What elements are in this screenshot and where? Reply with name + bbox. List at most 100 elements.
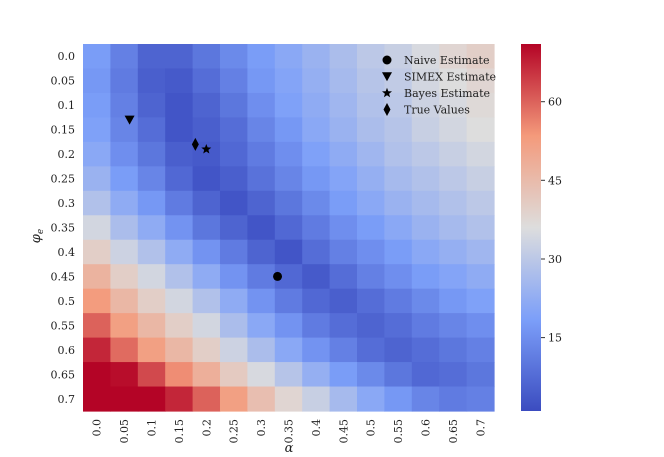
heatmap-cell bbox=[384, 166, 413, 192]
marker-circle bbox=[273, 271, 283, 281]
heatmap-cell bbox=[357, 190, 385, 216]
heatmap-cell bbox=[274, 239, 303, 265]
heatmap-cell bbox=[357, 386, 385, 412]
y-tick-label: 0.7 bbox=[58, 393, 76, 406]
heatmap-cell bbox=[83, 215, 111, 241]
heatmap-cell bbox=[329, 117, 358, 143]
heatmap-cell bbox=[137, 44, 166, 70]
heatmap-cell bbox=[220, 386, 248, 412]
heatmap-cell bbox=[357, 313, 385, 339]
legend: Naive Estimate SIMEX Estimate Bayes Estima… bbox=[382, 54, 496, 117]
heatmap-cell bbox=[466, 337, 495, 363]
heatmap-cell bbox=[329, 337, 358, 363]
heatmap-cell bbox=[439, 337, 468, 363]
heatmap-cell bbox=[329, 141, 358, 167]
heatmap-cell bbox=[110, 117, 139, 143]
heatmap-cell bbox=[466, 68, 495, 94]
heatmap-cell bbox=[110, 190, 139, 216]
heatmap-cell bbox=[165, 68, 194, 94]
heatmap-cell bbox=[137, 92, 166, 118]
heatmap-cell bbox=[137, 68, 166, 94]
heatmap-cell bbox=[274, 68, 303, 94]
x-tick-label: 0.7 bbox=[474, 419, 487, 437]
legend-marker-diamond bbox=[383, 103, 391, 116]
heatmap-cell bbox=[192, 92, 221, 118]
heatmap-cell bbox=[220, 68, 248, 94]
heatmap-cell bbox=[220, 190, 248, 216]
heatmap-cell bbox=[220, 117, 248, 143]
heatmap-cell bbox=[247, 92, 276, 118]
heatmap-cell bbox=[274, 92, 303, 118]
heatmap-cell bbox=[357, 166, 385, 192]
heatmap-cell bbox=[411, 215, 440, 241]
heatmap-cell bbox=[411, 44, 440, 70]
heatmap-cell bbox=[247, 288, 276, 314]
heatmap-cell bbox=[83, 190, 111, 216]
heatmap-cell bbox=[247, 264, 276, 290]
heatmap-cell bbox=[110, 337, 139, 363]
heatmap-cell bbox=[411, 386, 440, 412]
heatmap-cell bbox=[192, 239, 221, 265]
heatmap-cell bbox=[110, 215, 139, 241]
legend-marker-circle bbox=[382, 55, 392, 65]
heatmap-cell bbox=[302, 337, 331, 363]
heatmap-cell bbox=[302, 166, 331, 192]
heatmap-cell bbox=[83, 386, 111, 412]
heatmap-cell bbox=[274, 313, 303, 339]
heatmap-cell bbox=[384, 264, 413, 290]
heatmap-cell bbox=[302, 362, 331, 388]
heatmap-cell bbox=[247, 362, 276, 388]
heatmap-cell bbox=[329, 288, 358, 314]
heatmap-cell bbox=[384, 288, 413, 314]
heatmap-cell bbox=[274, 117, 303, 143]
heatmap-cell bbox=[83, 362, 111, 388]
heatmap-cell bbox=[137, 239, 166, 265]
heatmap-cell bbox=[247, 239, 276, 265]
heatmap-cell bbox=[83, 68, 111, 94]
legend-marker-triangle-down bbox=[382, 72, 392, 82]
heatmap-cell bbox=[411, 337, 440, 363]
heatmap-cell bbox=[357, 239, 385, 265]
heatmap-cell bbox=[274, 141, 303, 167]
y-tick-label: 0.2 bbox=[58, 148, 76, 161]
legend-label: Bayes Estimate bbox=[404, 87, 490, 100]
heatmap-cell bbox=[247, 190, 276, 216]
heatmap-cell bbox=[110, 68, 139, 94]
heatmap-cell bbox=[83, 313, 111, 339]
y-tick-label: 0.1 bbox=[58, 99, 76, 112]
heatmap-cell bbox=[302, 190, 331, 216]
y-tick-label: 0.55 bbox=[51, 319, 76, 332]
legend-label: Naive Estimate bbox=[404, 54, 489, 67]
heatmap-cell bbox=[83, 44, 111, 70]
heatmap-cell bbox=[302, 313, 331, 339]
heatmap-cell bbox=[439, 166, 468, 192]
heatmap-cell bbox=[411, 264, 440, 290]
heatmap-cell bbox=[466, 190, 495, 216]
heatmap-cell bbox=[329, 68, 358, 94]
y-tick-label: 0.5 bbox=[58, 295, 76, 308]
heatmap-cell bbox=[384, 239, 413, 265]
heatmap-cell bbox=[165, 239, 194, 265]
x-tick-label: 0.6 bbox=[420, 419, 433, 437]
colorbar-tick-label: 45 bbox=[548, 174, 562, 187]
marker-star bbox=[201, 144, 212, 154]
heatmap-cell bbox=[247, 166, 276, 192]
heatmap-cell bbox=[466, 92, 495, 118]
x-tick-label: 0.5 bbox=[365, 419, 378, 437]
heatmap-cell bbox=[110, 386, 139, 412]
heatmap-cell bbox=[165, 166, 194, 192]
heatmap-cell bbox=[466, 141, 495, 167]
heatmap-cell bbox=[110, 44, 139, 70]
heatmap-cell bbox=[220, 337, 248, 363]
heatmap-cell bbox=[220, 239, 248, 265]
heatmap-cell bbox=[192, 68, 221, 94]
heatmap-cell bbox=[137, 166, 166, 192]
heatmap-cell bbox=[192, 215, 221, 241]
heatmap-cell bbox=[83, 117, 111, 143]
heatmap-cell bbox=[466, 44, 495, 70]
heatmap-cell bbox=[357, 264, 385, 290]
heatmap-cell bbox=[165, 386, 194, 412]
heatmap-cell bbox=[439, 264, 468, 290]
y-tick-label: 0.15 bbox=[51, 124, 76, 137]
y-axis-label: φe bbox=[29, 229, 46, 243]
